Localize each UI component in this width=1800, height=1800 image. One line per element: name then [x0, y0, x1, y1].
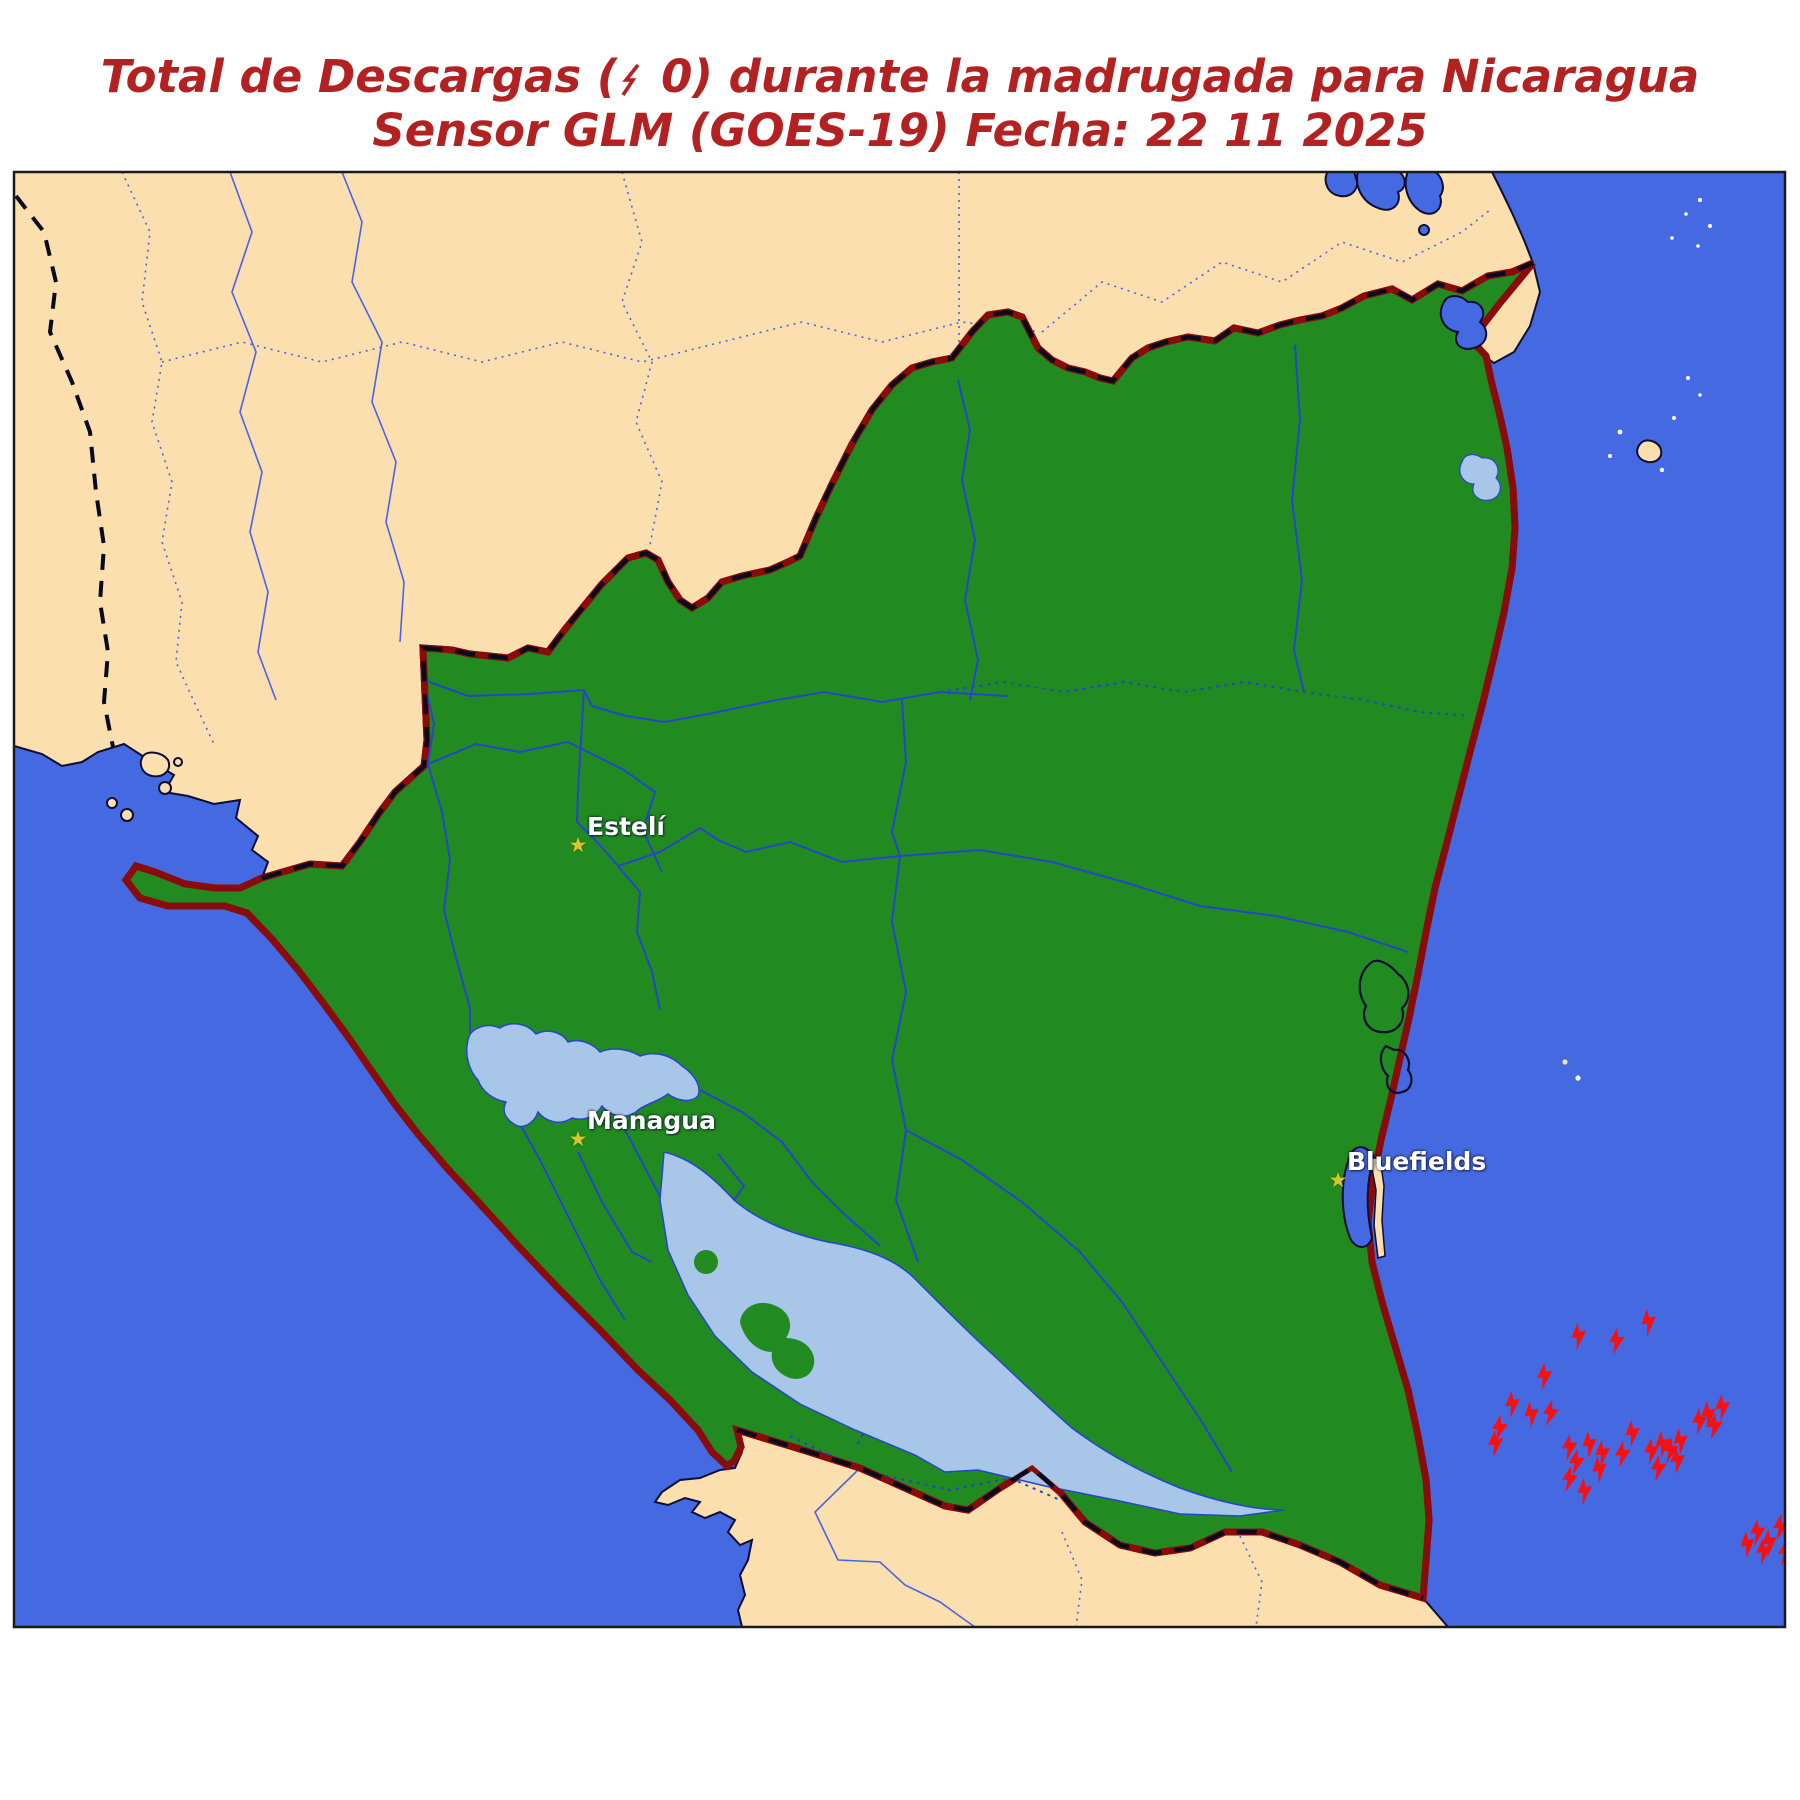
- lake-nicaragua: [659, 1151, 1285, 1517]
- bluefields-barrier-spit: [1369, 1157, 1386, 1259]
- city-star-icon: ★: [568, 1126, 588, 1151]
- caribbean-cays: [1562, 198, 1712, 1081]
- title-line-1: Total de Descargas ( 0) durante la madru…: [0, 50, 1800, 104]
- map-frame: [12, 170, 1787, 1629]
- lake-managua: [466, 1022, 700, 1128]
- pearl-lagoon-outlines: [1358, 959, 1413, 1094]
- city-star-icon: ★: [568, 832, 588, 857]
- lightning-icon: [621, 63, 640, 96]
- bluefields-bay: [1341, 1146, 1376, 1248]
- honduras-lagoons: [1324, 172, 1444, 236]
- title-line1-before: Total de Descargas (: [100, 50, 618, 103]
- zapatera-island: [694, 1250, 718, 1274]
- gulf-islands: [106, 751, 183, 822]
- ometepe-island: [740, 1302, 815, 1379]
- lakes: [466, 453, 1501, 1517]
- city-label: Estelí: [587, 812, 666, 841]
- map-title: Total de Descargas ( 0) durante la madru…: [0, 50, 1800, 158]
- title-line1-after: 0) durante la madrugada para Nicaragua: [645, 50, 1700, 103]
- title-line-2: Sensor GLM (GOES-19) Fecha: 22 11 2025: [372, 104, 1428, 157]
- city-label: Managua: [587, 1106, 716, 1135]
- neighbor-admin-lines: [121, 172, 1491, 1627]
- city-star-icon: ★: [1328, 1167, 1348, 1192]
- city-label: Bluefields: [1347, 1147, 1487, 1176]
- northeast-lagoon: [1459, 453, 1501, 501]
- coco-estuary: [1439, 295, 1488, 350]
